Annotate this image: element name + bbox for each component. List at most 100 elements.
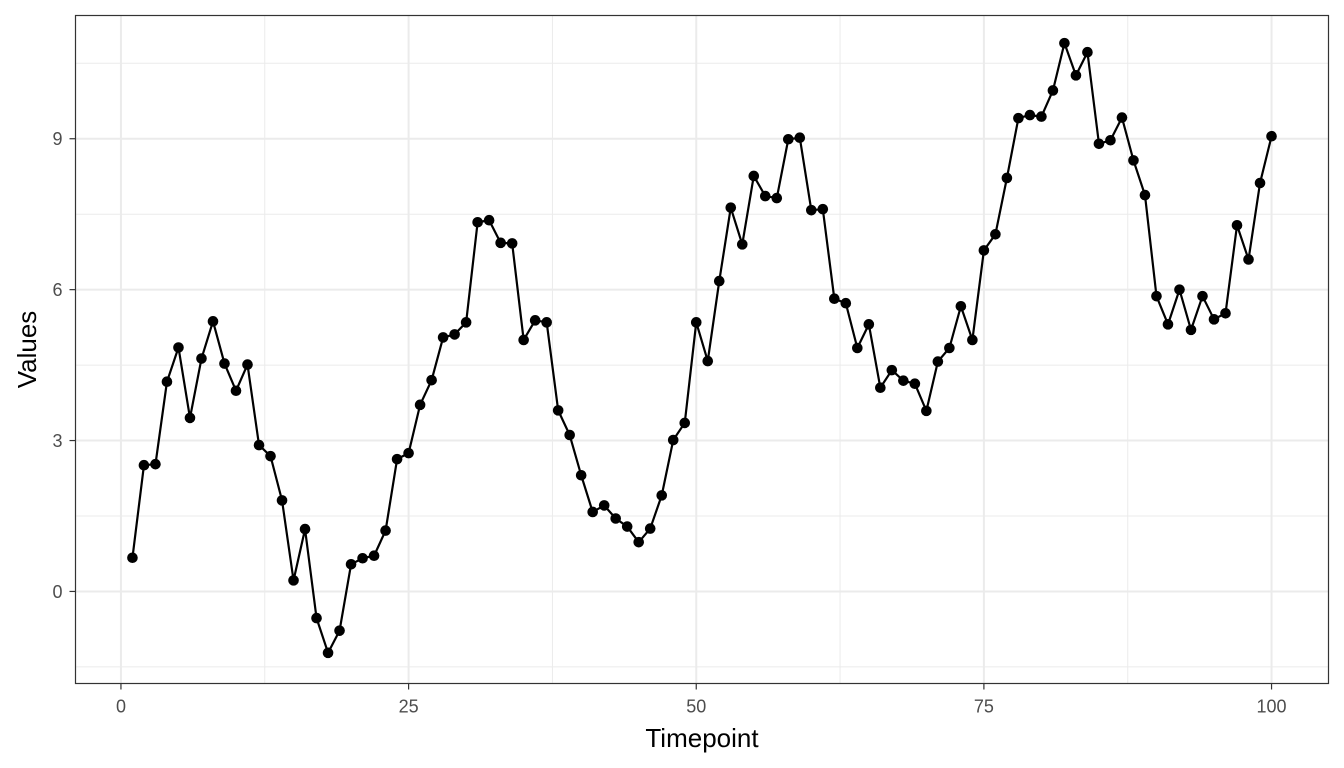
data-point	[1139, 189, 1151, 201]
data-point	[529, 315, 541, 326]
data-point	[736, 239, 748, 250]
x-axis: 0 25 50 75 100	[116, 683, 1287, 717]
data-point	[426, 374, 437, 386]
x-tick-label: 75	[974, 697, 994, 717]
data-point	[552, 405, 564, 416]
data-point	[1208, 314, 1220, 325]
data-point	[265, 450, 276, 462]
y-axis: 0 3 6 9	[52, 129, 76, 602]
plot-panel-background	[75, 15, 1329, 684]
y-tick-label: 0	[52, 582, 62, 602]
data-point	[334, 625, 345, 636]
data-point	[667, 434, 679, 446]
y-tick-label: 3	[52, 431, 62, 451]
data-point	[932, 356, 944, 367]
data-point	[207, 316, 219, 327]
data-point	[713, 275, 725, 287]
data-point	[138, 459, 150, 471]
data-point	[495, 237, 506, 249]
data-point	[771, 192, 783, 204]
data-point	[391, 453, 403, 465]
data-point	[852, 342, 863, 354]
data-point	[161, 376, 173, 387]
data-point	[1197, 290, 1208, 302]
data-point	[518, 334, 529, 346]
y-axis-title: Values	[12, 311, 42, 389]
data-point	[311, 612, 322, 624]
data-point	[1001, 172, 1013, 184]
data-point	[472, 216, 483, 228]
data-point	[1254, 177, 1266, 189]
data-point	[1231, 219, 1243, 231]
data-point	[483, 214, 495, 226]
y-tick-label: 9	[52, 129, 62, 149]
data-point	[759, 190, 771, 202]
data-point	[299, 523, 311, 535]
data-point	[690, 317, 702, 328]
data-point	[437, 332, 449, 343]
data-point	[794, 132, 806, 144]
data-point	[598, 500, 610, 511]
data-point	[944, 342, 955, 354]
data-point	[990, 229, 1001, 240]
data-point	[806, 204, 817, 216]
data-point	[575, 469, 587, 481]
major-gridlines	[75, 15, 1329, 684]
series-line	[131, 42, 1273, 654]
data-point	[702, 355, 714, 367]
data-point	[1036, 111, 1047, 122]
data-point	[829, 293, 840, 304]
data-point	[276, 495, 288, 506]
data-point	[955, 300, 967, 312]
data-point	[380, 525, 391, 536]
data-point	[322, 647, 334, 659]
data-point	[875, 382, 886, 394]
data-point	[863, 319, 875, 330]
data-point	[184, 412, 196, 424]
data-point	[909, 378, 921, 390]
x-tick-label: 25	[399, 697, 419, 717]
data-point	[1162, 319, 1174, 330]
data-point	[1047, 85, 1059, 96]
data-point	[644, 523, 656, 534]
data-point	[127, 552, 138, 564]
data-point	[219, 358, 230, 369]
series-points	[127, 37, 1277, 659]
data-point	[1013, 112, 1024, 124]
data-point	[1243, 254, 1254, 265]
data-point	[967, 334, 978, 346]
data-point	[368, 550, 380, 562]
data-point	[610, 513, 622, 524]
data-series	[127, 37, 1277, 659]
data-point	[345, 558, 357, 570]
data-point	[357, 552, 368, 564]
data-point	[679, 417, 691, 429]
data-point	[978, 245, 990, 256]
data-point	[587, 506, 598, 518]
data-point	[1128, 155, 1139, 166]
data-point	[403, 447, 414, 459]
data-point	[1174, 284, 1185, 295]
data-point	[725, 202, 737, 213]
data-point	[921, 405, 932, 417]
data-point	[1105, 134, 1116, 146]
data-point	[242, 359, 253, 370]
data-point	[150, 458, 161, 470]
x-axis-title: Timepoint	[645, 723, 759, 753]
data-point	[817, 203, 829, 215]
plot-panel-border	[74, 14, 1330, 685]
data-point	[633, 536, 645, 548]
data-point	[621, 521, 633, 532]
data-point	[564, 429, 575, 441]
data-point	[1024, 109, 1036, 121]
data-point	[230, 385, 242, 397]
data-point	[656, 490, 668, 501]
data-point	[1093, 138, 1105, 150]
data-point	[173, 342, 184, 353]
data-point	[196, 353, 207, 364]
data-point	[288, 575, 299, 586]
data-point	[1266, 130, 1277, 142]
data-point	[748, 170, 760, 182]
x-tick-label: 0	[116, 697, 126, 717]
